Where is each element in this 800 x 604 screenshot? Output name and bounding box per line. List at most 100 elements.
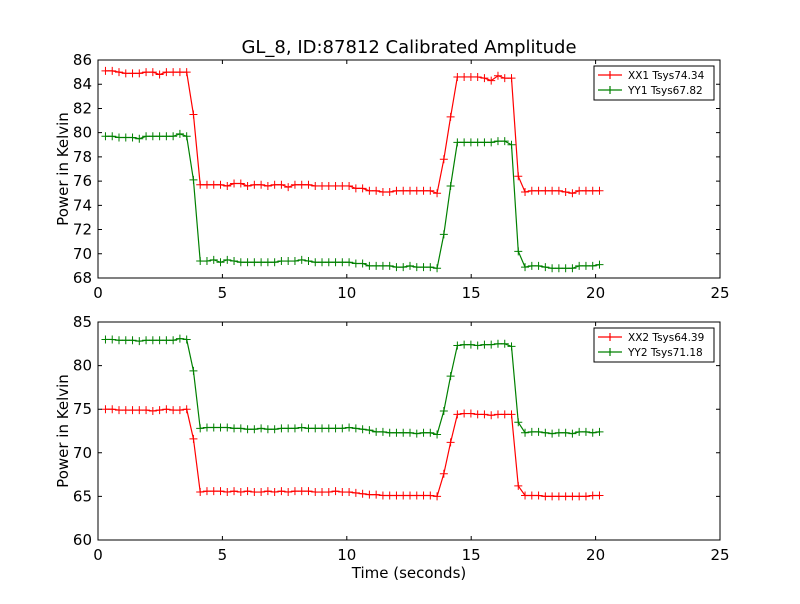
y-tick-label: 82 [73, 99, 92, 117]
data-point [142, 132, 151, 141]
data-point [439, 406, 448, 415]
data-point [304, 487, 313, 496]
data-point [135, 134, 144, 143]
data-point [236, 488, 245, 497]
data-point [412, 491, 421, 500]
data-point [446, 372, 455, 381]
data-point [182, 132, 191, 141]
data-point [439, 230, 448, 239]
data-point [230, 487, 239, 496]
data-point [297, 487, 306, 496]
data-point [270, 258, 279, 267]
x-axis-label: Time (seconds) [351, 564, 467, 582]
data-point [155, 132, 164, 141]
legend-swatch [598, 86, 622, 94]
data-point [439, 155, 448, 164]
data-point [500, 339, 509, 348]
data-point [121, 406, 130, 415]
x-tick-label: 25 [710, 284, 729, 302]
data-point [521, 428, 530, 437]
data-point [473, 138, 482, 147]
data-point [548, 492, 557, 501]
data-point [446, 112, 455, 121]
x-tick-label: 10 [337, 284, 356, 302]
data-point [581, 186, 590, 195]
data-point [460, 72, 469, 81]
data-point [169, 68, 178, 77]
data-point [331, 258, 340, 267]
data-point [399, 428, 408, 437]
data-point [351, 424, 360, 433]
data-point [500, 137, 509, 146]
data-point [446, 438, 455, 447]
data-point [148, 68, 157, 77]
data-point [250, 180, 259, 189]
data-point [392, 491, 401, 500]
data-point [304, 424, 313, 433]
data-point [162, 405, 171, 414]
data-point [202, 423, 211, 432]
legend-label: XX1 Tsys74.34 [628, 70, 705, 82]
data-point [466, 72, 475, 81]
data-point [243, 181, 252, 190]
data-point [175, 129, 184, 138]
data-point [507, 140, 516, 149]
data-point [257, 488, 266, 497]
legend-swatch [598, 71, 622, 79]
data-point [433, 264, 442, 273]
data-point [561, 492, 570, 501]
data-point [378, 491, 387, 500]
legend: XX1 Tsys74.34 YY1 Tsys67.82 [593, 65, 715, 101]
data-point [392, 263, 401, 272]
data-point [500, 74, 509, 83]
data-point [581, 261, 590, 270]
data-point [453, 341, 462, 350]
data-point [351, 488, 360, 497]
data-point [534, 186, 543, 195]
data-point [284, 424, 293, 433]
data-point [277, 257, 286, 266]
data-point [162, 132, 171, 141]
data-point [392, 428, 401, 437]
data-point [318, 181, 327, 190]
data-point [128, 133, 137, 142]
y-tick-label: 70 [73, 245, 92, 263]
y-tick-label: 70 [73, 444, 92, 462]
data-point [202, 257, 211, 266]
data-point [534, 261, 543, 270]
data-point [243, 258, 252, 267]
y-tick-label: 76 [73, 172, 92, 190]
data-point [595, 427, 604, 436]
data-point [493, 137, 502, 146]
legend-label: YY1 Tsys67.82 [627, 85, 703, 97]
data-point [243, 487, 252, 496]
data-point [114, 133, 123, 142]
y-tick-label: 85 [73, 313, 92, 331]
data-point [189, 175, 198, 184]
data-point [250, 488, 259, 497]
data-point [378, 261, 387, 270]
data-point [114, 406, 123, 415]
data-point [230, 179, 239, 188]
data-point [527, 186, 536, 195]
data-point [142, 406, 151, 415]
data-point [270, 180, 279, 189]
data-point [108, 335, 117, 344]
data-point [385, 188, 394, 197]
data-point [365, 186, 374, 195]
data-point [507, 74, 516, 83]
data-point [372, 261, 381, 270]
data-point [128, 406, 137, 415]
data-point [318, 488, 327, 497]
y-tick-label: 84 [73, 75, 92, 93]
data-point [135, 337, 144, 346]
data-point [304, 180, 313, 189]
data-point [263, 181, 272, 190]
data-point [324, 424, 333, 433]
data-point [358, 184, 367, 193]
data-point [487, 411, 496, 420]
data-point [284, 488, 293, 497]
data-point [223, 488, 232, 497]
data-point [365, 490, 374, 499]
data-point [493, 339, 502, 348]
